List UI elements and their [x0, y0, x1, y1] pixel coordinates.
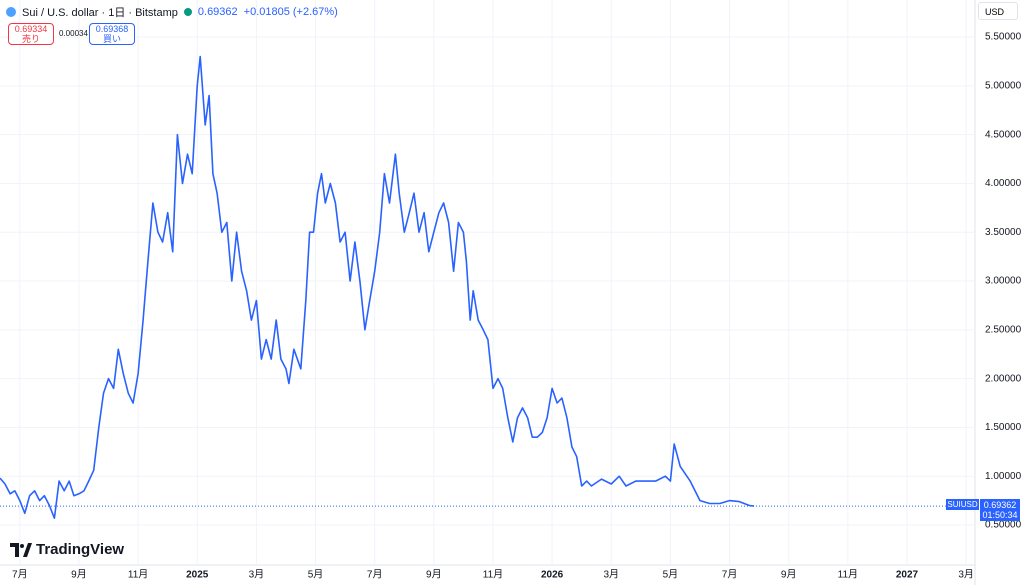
- y-tick-label: 1.50000: [985, 422, 1022, 433]
- x-tick-label: 2025: [186, 570, 209, 581]
- y-tick-label: 3.00000: [985, 276, 1022, 287]
- x-tick-label: 11月: [128, 569, 148, 581]
- x-tick-label: 11月: [483, 569, 503, 581]
- x-tick-label: 11月: [838, 569, 858, 581]
- x-tick-label: 5月: [308, 569, 324, 581]
- y-tick-label: 3.50000: [985, 227, 1022, 238]
- y-tick-label: 2.00000: [985, 373, 1022, 384]
- x-tick-label: 9月: [426, 569, 442, 581]
- price-change: +0.01805 (+2.67%): [243, 6, 338, 18]
- x-tick-label: 3月: [958, 569, 974, 581]
- logo: TradingView: [10, 541, 124, 558]
- symbol-title: Sui / U.S. dollar · 1日 · Bitstamp: [22, 7, 178, 19]
- market-status: [183, 8, 192, 16]
- y-tick-label: 5.00000: [985, 81, 1022, 92]
- buy-price: 0.69368: [95, 24, 129, 34]
- y-tick-label: 5.50000: [985, 32, 1022, 43]
- legend-header: Sui / U.S. dollar · 1日 · Bitstamp 0.6936…: [6, 4, 338, 20]
- price-line: [0, 55, 755, 519]
- x-tick-label: 2027: [896, 570, 919, 581]
- currency-selector[interactable]: USD: [978, 2, 1018, 20]
- x-tick-label: 7月: [367, 569, 383, 581]
- y-tick-label: 4.00000: [985, 178, 1022, 189]
- buy-button[interactable]: 0.69368 買い: [89, 23, 135, 45]
- buy-label: 買い: [102, 34, 121, 44]
- sell-label: 売り: [21, 34, 40, 44]
- price-label: 0.69362 01:50:34: [980, 499, 1020, 521]
- x-tick-label: 2026: [541, 570, 564, 581]
- sell-button[interactable]: 0.69334 売り: [8, 23, 54, 45]
- x-tick-label: 3月: [249, 569, 265, 581]
- x-tick-label: 7月: [722, 569, 738, 581]
- countdown: 01:50:34: [982, 510, 1018, 520]
- logo-icon: [10, 542, 32, 557]
- y-tick-label: 1.00000: [985, 471, 1022, 482]
- x-tick-label: 5月: [663, 569, 679, 581]
- y-tick-label: 2.50000: [985, 324, 1022, 335]
- y-tick-label: 4.50000: [985, 129, 1022, 140]
- x-tick-label: 3月: [603, 569, 619, 581]
- y-tick-label: 0.50000: [985, 520, 1022, 531]
- x-tick-label: 9月: [71, 569, 87, 581]
- symbol-icon: [6, 7, 16, 17]
- symbol-label: SUIUSD: [946, 499, 979, 510]
- brand: TradingView: [36, 541, 125, 558]
- sell-price: 0.69334: [14, 24, 48, 34]
- spread: 0.00034: [59, 29, 88, 38]
- last-price: 0.69362: [197, 6, 238, 18]
- x-tick-label: 9月: [781, 569, 797, 581]
- price-label-value: 0.69362: [983, 500, 1017, 510]
- x-tick-label: 7月: [12, 569, 28, 581]
